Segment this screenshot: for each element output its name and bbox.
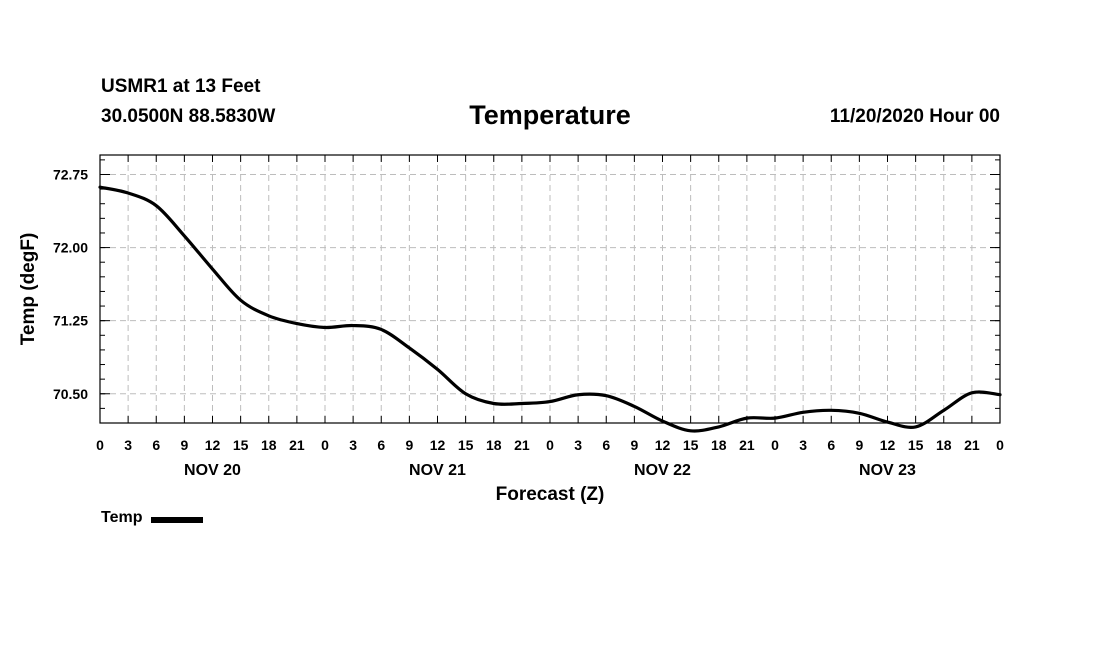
coordinates-label: 30.0500N 88.5830W [101, 106, 276, 127]
x-tick-label: 9 [630, 437, 638, 453]
x-tick-label: 9 [855, 437, 863, 453]
x-tick-label: 18 [711, 437, 727, 453]
x-tick-label: 18 [261, 437, 277, 453]
series-line-temp [98, 185, 1002, 433]
gridlines [100, 155, 1000, 423]
y-axis-label: Temp (degF) [18, 233, 39, 346]
x-tick-label: 18 [486, 437, 502, 453]
day-label: NOV 21 [409, 462, 466, 479]
y-axis-ticks: 72.75 72.00 71.25 70.50 [53, 159, 1000, 409]
x-tick-label: 18 [936, 437, 952, 453]
x-tick-label: 0 [546, 437, 554, 453]
x-tick-label: 15 [908, 437, 924, 453]
x-tick-label: 12 [205, 437, 221, 453]
x-tick-label: 0 [771, 437, 779, 453]
x-axis-ticks: 0 3 6 9 12 15 18 21 0 3 6 9 12 15 18 21 0 3 6 9 12 15 18 21 0 3 6 9… [96, 155, 1004, 453]
x-tick-label: 12 [430, 437, 446, 453]
x-tick-label: 12 [880, 437, 896, 453]
x-tick-label: 0 [321, 437, 329, 453]
day-label: NOV 20 [184, 462, 241, 479]
chart-title: Temperature [469, 100, 631, 130]
legend: Temp [101, 509, 204, 527]
x-tick-label: 3 [799, 437, 807, 453]
day-label: NOV 23 [859, 462, 916, 479]
station-label: USMR1 at 13 Feet [101, 76, 261, 97]
x-tick-label: 6 [602, 437, 610, 453]
y-tick-label: 72.00 [53, 240, 88, 256]
y-tick-label: 71.25 [53, 313, 88, 329]
forecast-datetime: 11/20/2020 Hour 00 [829, 106, 1000, 127]
x-tick-label: 21 [739, 437, 755, 453]
x-tick-label: 6 [827, 437, 835, 453]
x-tick-label: 3 [349, 437, 357, 453]
day-label: NOV 22 [634, 462, 691, 479]
x-tick-label: 15 [683, 437, 699, 453]
x-tick-label: 6 [377, 437, 385, 453]
plot-frame [99, 154, 1001, 424]
legend-swatch [151, 516, 204, 523]
x-tick-label: 0 [996, 437, 1004, 453]
day-labels: NOV 20 NOV 21 NOV 22 NOV 23 [184, 462, 916, 479]
x-tick-label: 3 [124, 437, 132, 453]
y-tick-label: 72.75 [53, 166, 88, 182]
x-tick-label: 3 [574, 437, 582, 453]
x-tick-label: 9 [180, 437, 188, 453]
x-tick-label: 12 [655, 437, 671, 453]
x-tick-label: 21 [964, 437, 980, 453]
x-tick-label: 9 [405, 437, 413, 453]
x-tick-label: 6 [152, 437, 160, 453]
x-tick-label: 21 [514, 437, 530, 453]
x-tick-label: 15 [458, 437, 474, 453]
x-tick-label: 15 [233, 437, 249, 453]
x-axis-label: Forecast (Z) [496, 484, 605, 505]
legend-label: Temp [101, 509, 143, 526]
x-tick-label: 0 [96, 437, 104, 453]
x-tick-label: 21 [289, 437, 305, 453]
y-tick-label: 70.50 [53, 386, 88, 402]
